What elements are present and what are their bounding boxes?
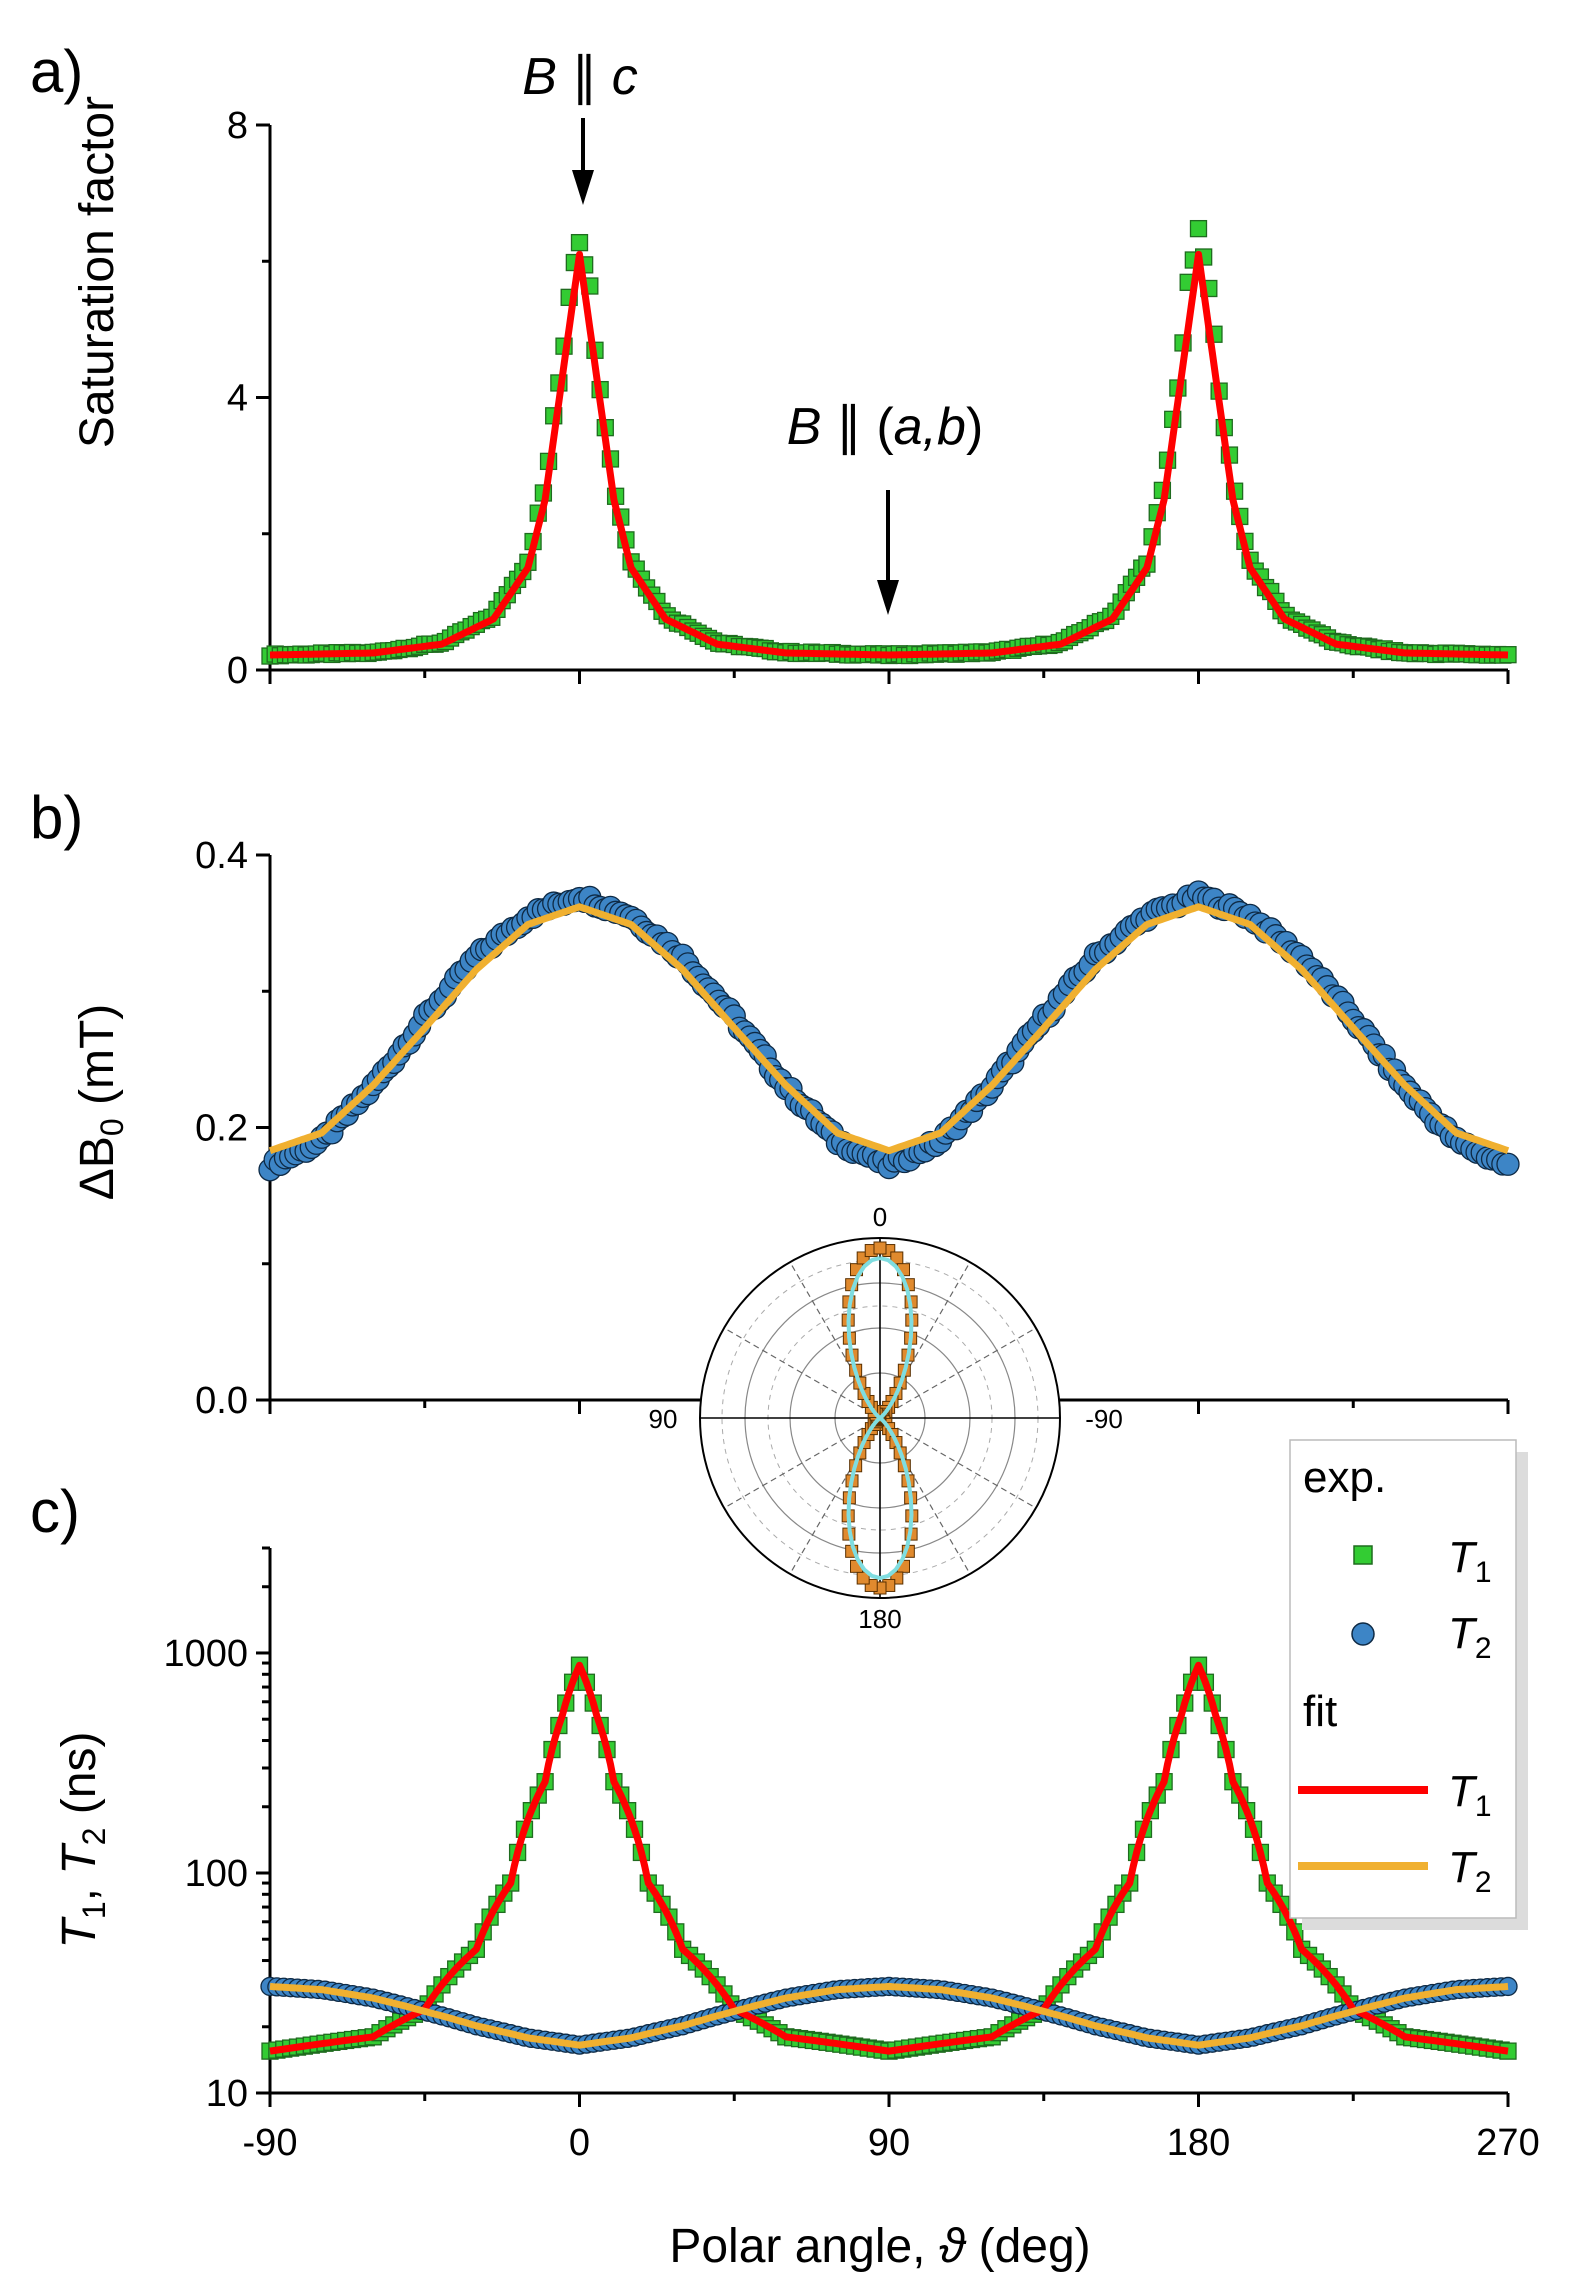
annotation-2-symbol: ∥ ( — [821, 398, 894, 456]
data-point-circle — [1496, 1152, 1520, 1176]
polar-spoke — [879, 1327, 1037, 1419]
legend-t2-fit-sub: 2 — [1475, 1866, 1492, 1899]
x-tick-label: 0 — [569, 2122, 590, 2164]
y-tick-label: 0.4 — [195, 835, 248, 877]
panel-c-ylabel-sub2: 2 — [76, 1828, 112, 1846]
polar-label-0: 0 — [873, 1202, 887, 1232]
legend-t1-exp-t: T — [1448, 1533, 1478, 1582]
data-point-square — [1189, 219, 1208, 238]
legend-label-t1-exp: T1 — [1448, 1533, 1492, 1589]
panel-b-ylabel-unit: (mT) — [71, 1004, 124, 1119]
panel-c-xlabel-symbol: ϑ — [939, 2220, 967, 2273]
polar-label-180: 180 — [858, 1604, 901, 1634]
legend-box — [1289, 1439, 1517, 1919]
panel-c-xlabel-unit: (deg) — [965, 2220, 1090, 2273]
panel-b: b) 0.00.20.4 ΔB0 (mT) — [30, 784, 1520, 1422]
polar-inset: 0 90 -90 180 — [649, 1202, 1123, 1634]
panel-c-ylabel-t2: T — [53, 1842, 106, 1875]
legend-marker-circle-icon — [1351, 1622, 1375, 1646]
annotation-2-ab: a,b — [894, 398, 966, 456]
annotation-1-b: B — [522, 48, 557, 106]
panel-a-y-tick-labels: 0 4 8 — [227, 105, 248, 692]
annotation-2-close: ) — [966, 398, 983, 456]
data-point-square — [570, 233, 589, 252]
panel-a: a) 0 4 8 Saturation factor B ∥ c B ∥ (a,b) — [30, 38, 1517, 692]
panel-a-label: a) — [30, 38, 83, 105]
polar-spoke — [723, 1417, 881, 1509]
arrow-down-icon — [572, 118, 594, 205]
y-tick-label: 0 — [227, 650, 248, 692]
panel-c-xlabel-main: Polar angle, — [669, 2220, 939, 2273]
panel-c-ylabel-unit: (ns) — [53, 1732, 106, 1828]
polar-label-90: 90 — [649, 1404, 678, 1434]
x-tick-label: 270 — [1476, 2122, 1539, 2164]
y-tick-label: 4 — [227, 378, 248, 420]
polar-data-point — [890, 1251, 904, 1265]
y-tick-label: 100 — [185, 1853, 248, 1895]
polar-fit-line — [846, 1256, 914, 1581]
polar-data-point — [856, 1571, 870, 1585]
panel-a-axes — [256, 123, 1510, 684]
polar-spoke — [879, 1417, 1037, 1509]
arrow-down-icon — [877, 490, 899, 615]
panel-b-y-tick-labels: 0.0 0.2 0.4 — [195, 835, 248, 1422]
y-tick-label: 1000 — [163, 1633, 248, 1675]
panel-c-ylabel-sub1: 1 — [76, 1901, 112, 1919]
fit-line-t1-fit — [269, 1661, 1509, 2055]
x-tick-label: 90 — [868, 2122, 910, 2164]
panel-c-axes — [256, 1546, 1510, 2107]
panel-c-series — [260, 1656, 1518, 2060]
panel-c-y-axis-title: T1, T2 (ns) — [53, 1732, 112, 1949]
fit-line-fit — [269, 250, 1509, 659]
annotation-1-symbol: ∥ — [557, 48, 612, 106]
panel-c-y-tick-labels: 10 100 1000 — [163, 1633, 248, 2115]
panel-a-series — [261, 219, 1517, 665]
legend-header-fit: fit — [1303, 1687, 1337, 1736]
legend-t2-fit-t: T — [1448, 1843, 1478, 1892]
fit-line-fit — [268, 903, 1510, 1155]
annotation-b-parallel-c: B ∥ c — [522, 48, 638, 106]
panel-b-y-axis-title: ΔB0 (mT) — [71, 1004, 130, 1200]
legend-t2-exp-sub: 2 — [1475, 1632, 1492, 1665]
legend-t1-fit-t: T — [1448, 1767, 1478, 1816]
y-tick-label: 0.2 — [195, 1108, 248, 1150]
legend-label-t1-fit: T1 — [1448, 1767, 1492, 1823]
panel-c-ylabel-t1: T — [53, 1915, 106, 1948]
legend: exp. T1 T2 fit T1 T2 — [1289, 1439, 1528, 1930]
annotation-1-c: c — [612, 48, 638, 106]
legend-label-t2-exp: T2 — [1448, 1609, 1492, 1665]
polar-data — [841, 1241, 919, 1595]
legend-header-exp: exp. — [1303, 1453, 1386, 1502]
panel-b-ylabel-sub: 0 — [94, 1118, 130, 1136]
legend-marker-square-icon — [1353, 1545, 1373, 1565]
y-tick-label: 0.0 — [195, 1380, 248, 1422]
panel-c-label: c) — [30, 1478, 80, 1545]
x-tick-label: -90 — [243, 2122, 298, 2164]
panel-b-label: b) — [30, 784, 83, 851]
x-tick-label: 180 — [1167, 2122, 1230, 2164]
annotation-2-b: B — [787, 398, 822, 456]
legend-label-t2-fit: T2 — [1448, 1843, 1492, 1899]
panel-a-y-axis-title: Saturation factor — [71, 96, 124, 448]
panel-b-ylabel-main: ΔB — [71, 1136, 124, 1200]
y-tick-label: 10 — [206, 2073, 248, 2115]
annotation-b-parallel-ab: B ∥ (a,b) — [787, 398, 984, 456]
legend-t1-fit-sub: 1 — [1475, 1790, 1492, 1823]
legend-t2-exp-t: T — [1448, 1609, 1478, 1658]
panel-c-x-tick-labels: -90 0 90 180 270 — [243, 2122, 1540, 2164]
polar-spoke — [723, 1327, 881, 1419]
polar-data-point — [873, 1241, 887, 1255]
legend-t1-exp-sub: 1 — [1475, 1556, 1492, 1589]
fit-line-t2-fit — [269, 1982, 1509, 2049]
panel-c-ylabel-sep: , — [53, 1875, 106, 1902]
panel-b-series — [258, 880, 1520, 1182]
panel-c-x-axis-title: Polar angle, ϑ (deg) — [669, 2220, 1090, 2273]
polar-label-minus-90: -90 — [1085, 1404, 1123, 1434]
y-tick-label: 8 — [227, 105, 248, 147]
